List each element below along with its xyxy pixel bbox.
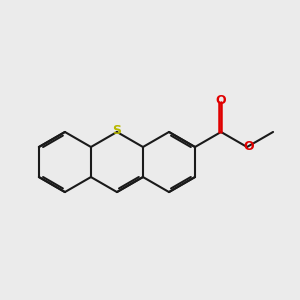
Text: S: S bbox=[112, 124, 122, 137]
Text: O: O bbox=[216, 94, 226, 107]
Text: O: O bbox=[243, 140, 254, 154]
